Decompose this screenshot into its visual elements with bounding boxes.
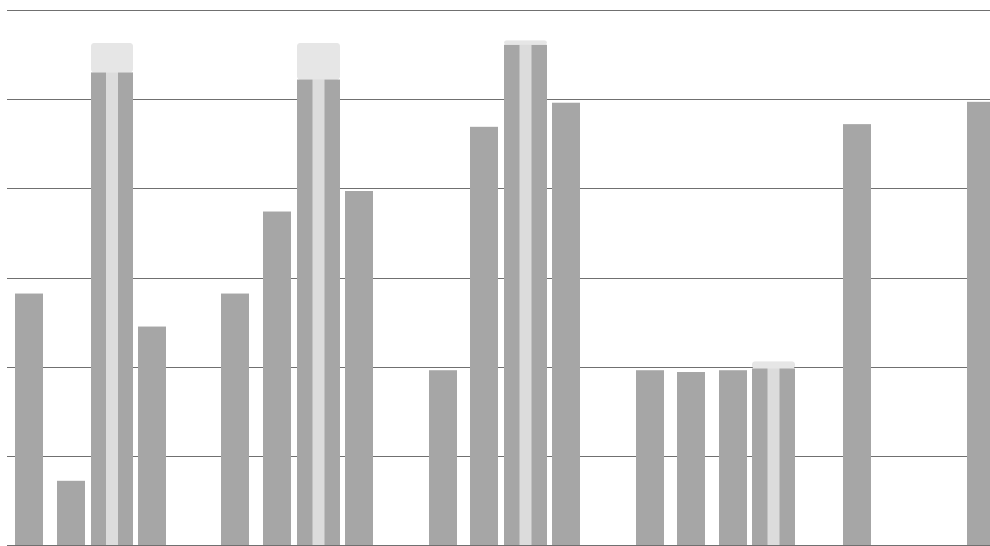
bar-cap-4-4 bbox=[752, 361, 795, 369]
bar-highlight-1-3 bbox=[106, 72, 118, 546]
bar-2-2 bbox=[263, 211, 291, 545]
bar-highlight-4-4 bbox=[767, 368, 780, 545]
bars bbox=[15, 40, 990, 546]
bar-2-1 bbox=[221, 293, 249, 545]
bar-3-4 bbox=[552, 102, 580, 545]
bar-5-1 bbox=[843, 124, 871, 545]
bar-cap-2-3 bbox=[297, 42, 340, 80]
bar-4-2 bbox=[677, 372, 705, 545]
bar-1-2 bbox=[57, 480, 85, 545]
bar-1-1 bbox=[15, 293, 43, 545]
bar-group-1 bbox=[15, 42, 166, 546]
bar-cap-1-3 bbox=[91, 42, 133, 73]
gridlines bbox=[7, 10, 990, 546]
bar-group-5 bbox=[843, 124, 871, 545]
bar-group-4 bbox=[636, 361, 795, 545]
bar-4-3 bbox=[719, 370, 747, 545]
bar-highlight-3-3 bbox=[519, 44, 532, 546]
bar-group-3 bbox=[429, 40, 580, 546]
bar-4-1 bbox=[636, 370, 664, 545]
bar-3-2 bbox=[470, 126, 498, 545]
bar-6-1 bbox=[967, 101, 990, 545]
bar-1-4 bbox=[138, 326, 166, 545]
bar-group-2 bbox=[221, 42, 373, 546]
bar-group-6 bbox=[967, 101, 990, 545]
bar-2-4 bbox=[345, 191, 373, 545]
bar-highlight-2-3 bbox=[312, 79, 325, 546]
bar-3-1 bbox=[429, 370, 457, 545]
bar-cap-3-3 bbox=[504, 40, 547, 45]
